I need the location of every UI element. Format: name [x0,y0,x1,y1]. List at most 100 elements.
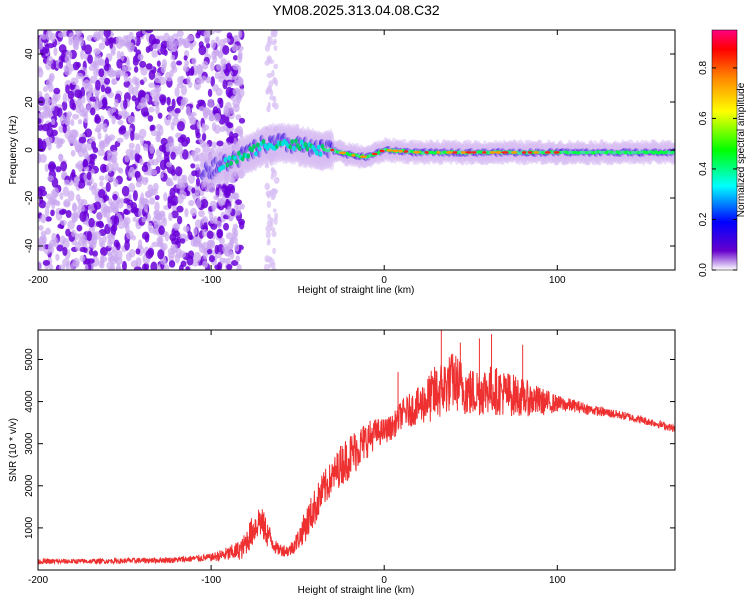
spectrogram-noise-blob [45,201,51,209]
spectrogram-noise-blob [226,205,233,214]
spectrogram-noise-blob [224,68,230,77]
spectrogram-noise-blob [211,204,216,211]
spectrogram-noise-blob [72,39,78,50]
spectrogram-noise-blob [64,67,72,76]
spectrogram-noise-blob [174,87,180,98]
spectrogram-noise-blob [211,141,217,149]
spectrogram-noise-blob [62,258,70,267]
spectrogram-noise-blob [220,64,227,70]
colorbar-tick-label: 0.8 [698,61,709,75]
spectrogram-noise-blob [227,35,235,46]
spectrogram-noise-blob [150,129,158,137]
spectrogram-stripe-blob [265,231,271,239]
spectrogram-ridge-peak [521,151,527,154]
spectrogram-noise-blob [151,241,160,248]
spectrogram-ridge-core [235,159,239,165]
spectrogram-noise-blob [159,94,167,103]
spectrogram-ridge-band [208,165,214,174]
spectrogram-noise-blob [183,66,190,72]
spectrogram-noise-blob [55,253,60,261]
spectrogram-noise-blob [99,115,105,123]
spectrogram-noise-blob [200,217,207,224]
spectrogram-noise-blob [95,79,101,91]
colorbar-gradient [711,29,738,271]
spectrogram-noise-blob [62,124,67,134]
spectrogram-noise-blob [235,125,243,136]
spectrogram-noise-blob [80,86,86,98]
spectrogram-noise-blob [47,175,54,182]
spectrogram-noise-blob [186,255,194,266]
spectrogram-noise-blob [159,210,166,217]
spectrogram-noise-blob [151,50,159,58]
spectrogram-noise-blob [58,44,67,53]
spectrogram-noise-blob [99,180,104,187]
spectrogram-noise-blob [155,86,160,98]
spectrogram-noise-blob [176,120,185,132]
spectrogram-noise-blob [236,92,242,103]
spectrogram-noise-blob [40,213,47,224]
spectrogram-noise-blob [143,143,149,152]
spectrogram-noise-blob [100,84,105,93]
spectrogram-noise-blob [158,35,165,42]
spectrogram-noise-blob [143,111,150,117]
spectrogram-noise-blob [145,46,151,53]
spectrogram-ridge-core [303,141,308,148]
spectrogram-noise-blob [179,264,184,270]
spectrogram-noise-blob [86,258,95,264]
spectrogram-noise-blob [137,239,143,251]
spectrogram-noise-blob [225,101,232,112]
spectrogram-noise-blob [237,53,243,64]
spectrogram-stripe-blob [267,238,271,243]
spectrogram-noise-blob [84,44,93,55]
spectrogram-ridge-core [316,144,321,150]
spectrogram-noise-blob [86,171,92,181]
spectrogram-ytick-label: -40 [24,238,35,253]
spectrogram-noise-blob [38,106,43,112]
spectrogram-noise-blob [175,182,183,189]
spectrogram-noise-blob [119,198,125,204]
spectrogram-ytick-label: -20 [24,190,35,205]
spectrogram-noise-blob [166,76,173,82]
spectrogram-noise-blob [74,261,80,268]
spectrogram-noise-blob [212,55,217,64]
spectrogram-noise-blob [195,177,201,187]
spectrogram-ridge-halo [260,127,267,167]
spectrogram-noise-blob [56,142,61,149]
spectrogram-noise-blob [198,242,203,249]
spectrogram-noise-blob [53,47,58,56]
spectrogram-noise-blob [196,30,202,37]
spectrogram-noise-blob [98,68,105,78]
spectrogram-stripe-blob [271,230,277,238]
spectrogram-noise-blob [50,103,55,112]
spectrogram-noise-blob [75,162,81,169]
spectrogram-noise-blob [191,261,200,267]
spectrogram-noise-blob [213,112,221,123]
spectrogram-noise-blob [160,63,167,74]
spectrogram-ridge-core [261,139,266,145]
spectrogram-stripe-blob [272,247,277,255]
spectrogram-noise-blob [226,137,232,146]
spectrogram-noise-blob [77,118,83,125]
spectrogram-noise-blob [50,118,56,126]
spectrogram-noise-blob [208,115,216,122]
spectrogram-noise-blob [84,128,93,138]
spectrogram-noise-blob [78,136,87,144]
spectrogram-noise-blob [108,198,113,206]
spectrogram-noise-blob [214,30,222,34]
spectrogram-noise-blob [197,152,205,162]
spectrogram-noise-blob [238,220,245,230]
spectrogram-noise-blob [213,194,220,201]
spectrogram-noise-blob [103,77,111,85]
spectrogram-noise-blob [175,166,183,177]
spectrogram-noise-blob [139,136,145,147]
spectrogram-noise-blob [76,97,82,109]
spectrogram-noise-blob [77,237,86,247]
spectrogram-noise-blob [106,108,114,116]
spectrogram-noise-blob [123,99,128,110]
spectrogram-noise-blob [123,216,131,226]
spectrogram-noise-blob [170,54,175,61]
spectrogram-stripe-blob [264,44,271,52]
spectrogram-noise-blob [198,45,207,56]
spectrogram-noise-blob [133,66,139,73]
